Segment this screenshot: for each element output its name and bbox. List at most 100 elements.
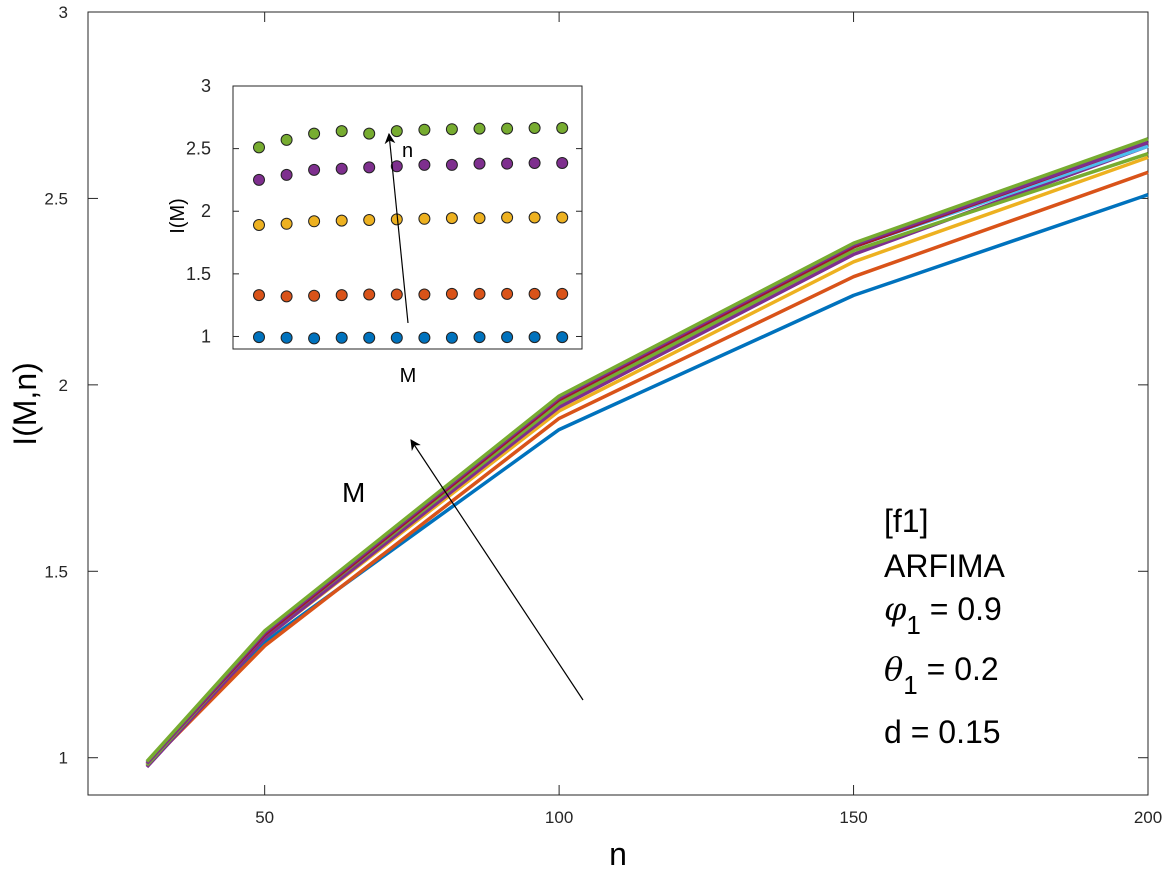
inset-point-n-50	[280, 290, 293, 303]
x-axis-title: n	[609, 836, 627, 872]
n-arrow	[384, 132, 409, 324]
inset-point-n-30	[556, 331, 569, 344]
inset-point-n-200	[253, 141, 265, 154]
inset-point-n-100	[335, 214, 348, 227]
inset-y-tick-label: 1	[201, 326, 211, 346]
inset-point-n-100	[445, 212, 458, 225]
annotation-phi: φ1 = 0.9	[884, 590, 1002, 640]
annotation-model: ARFIMA	[884, 548, 1006, 584]
phi-value: = 0.9	[921, 591, 1002, 627]
inset-point-n-100	[473, 212, 486, 225]
x-tick-label: 50	[255, 808, 274, 827]
annotation-f1: [f1]	[884, 503, 928, 539]
phi-symbol: φ	[884, 590, 907, 628]
inset-point-n-100	[253, 219, 265, 231]
inset-point-n-50	[308, 289, 321, 302]
inset-point-n-200	[473, 122, 486, 135]
inset-point-n-30	[253, 331, 265, 344]
inset-point-n-200	[363, 127, 376, 140]
inset-point-n-200	[445, 123, 458, 136]
phi-subscript: 1	[906, 610, 920, 640]
inset-y-tick-label: 3	[201, 76, 211, 96]
theta-value: = 0.2	[918, 651, 999, 687]
inset-point-n-50	[390, 288, 403, 301]
annotation-d: d = 0.15	[884, 714, 1001, 750]
inset-point-n-30	[280, 331, 293, 344]
m-arrow	[410, 439, 584, 701]
inset-point-n-30	[473, 331, 486, 344]
inset-point-n-30	[335, 331, 348, 344]
inset-point-n-50	[528, 287, 541, 300]
y-tick-label: 2	[59, 376, 68, 395]
inset-point-n-150	[390, 160, 403, 173]
inset-series-points	[253, 122, 569, 345]
inset-point-n-150	[308, 163, 321, 176]
inset-point-n-100	[308, 215, 321, 228]
inset-point-n-50	[473, 287, 486, 300]
y-axis-title: I(M,n)	[7, 362, 43, 446]
inset-point-n-150	[445, 158, 458, 171]
main-series-lines	[145, 137, 1149, 769]
main-axis-ticks: 50 100 150 200 1 1.5 2 2.5 3	[44, 3, 1162, 827]
inset-point-n-150	[253, 173, 265, 186]
inset-point-n-150	[335, 162, 348, 175]
inset-point-n-50	[445, 287, 458, 300]
inset-point-n-200	[528, 122, 541, 134]
inset-point-n-30	[390, 331, 403, 344]
x-tick-label: 150	[839, 808, 867, 827]
n-arrow-label: n	[402, 140, 413, 162]
series-line-m2	[145, 170, 1149, 767]
inset-point-n-100	[501, 211, 514, 224]
inset-point-n-50	[253, 289, 265, 302]
inset-point-n-30	[418, 331, 431, 344]
series-line-m9	[145, 137, 1149, 763]
inset-y-tick-label: 2	[201, 201, 211, 221]
inset-point-n-200	[418, 123, 431, 136]
inset-point-n-200	[556, 122, 569, 134]
inset-y-axis-title: I(M)	[167, 198, 189, 234]
inset-point-n-50	[335, 289, 348, 302]
inset-plot-area	[232, 85, 583, 350]
inset-point-n-150	[418, 158, 431, 171]
inset-point-n-100	[280, 217, 293, 230]
inset-point-n-30	[308, 332, 321, 345]
inset-point-n-100	[418, 212, 431, 225]
inset-point-n-150	[501, 157, 514, 170]
inset-point-n-200	[280, 133, 293, 146]
inset-point-n-100	[363, 214, 376, 226]
inset-point-n-150	[556, 157, 569, 169]
inset-point-n-50	[363, 288, 376, 301]
inset-x-axis-title: M	[400, 365, 417, 387]
y-tick-label: 1	[59, 749, 68, 768]
inset-point-n-200	[308, 127, 321, 140]
inset-axis-ticks: 1 1.5 2 2.5 3	[186, 76, 582, 346]
y-tick-label: 3	[59, 3, 68, 22]
inset-point-n-30	[501, 331, 514, 344]
inset-point-n-200	[501, 122, 514, 135]
inset-point-n-150	[363, 161, 376, 174]
inset-point-n-50	[501, 287, 514, 300]
annotation-block: [f1] ARFIMA φ1 = 0.9 θ1 = 0.2 d = 0.15	[884, 503, 1006, 750]
inset-point-n-50	[418, 288, 431, 301]
inset-y-tick-label: 2.5	[186, 139, 211, 159]
theta-subscript: 1	[903, 670, 917, 700]
inset-point-n-150	[280, 168, 293, 181]
y-tick-label: 1.5	[44, 562, 68, 581]
x-tick-label: 200	[1134, 808, 1162, 827]
inset-point-n-30	[363, 331, 376, 344]
inset-point-n-30	[528, 331, 541, 344]
annotation-theta: θ1 = 0.2	[884, 650, 999, 700]
inset-point-n-150	[473, 157, 486, 170]
inset-point-n-100	[556, 211, 569, 224]
m-arrow-label: M	[342, 477, 365, 508]
inset-point-n-150	[528, 157, 541, 169]
inset-y-tick-label: 1.5	[186, 264, 211, 284]
inset-point-n-50	[556, 287, 569, 300]
inset-point-n-30	[445, 331, 458, 344]
inset-point-n-200	[335, 125, 348, 138]
inset-point-n-200	[390, 125, 403, 138]
x-tick-label: 100	[545, 808, 573, 827]
y-tick-label: 2.5	[44, 189, 68, 208]
inset-point-n-100	[528, 211, 541, 224]
